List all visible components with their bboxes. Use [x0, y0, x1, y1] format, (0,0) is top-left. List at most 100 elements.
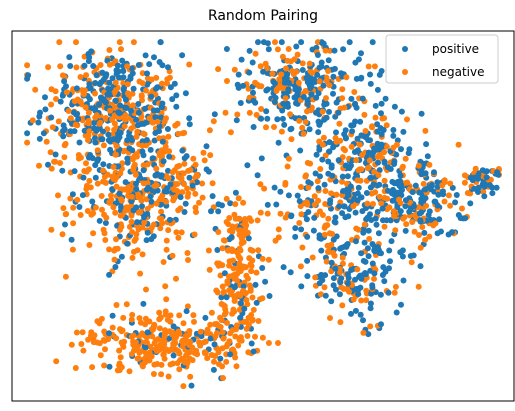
point-positive — [322, 272, 329, 279]
point-negative — [111, 89, 118, 96]
point-negative — [240, 288, 247, 295]
point-negative — [303, 199, 310, 206]
point-negative — [179, 189, 186, 196]
point-negative — [163, 237, 170, 244]
point-negative — [247, 285, 254, 292]
point-negative — [161, 333, 168, 340]
point-positive — [431, 198, 438, 205]
point-negative — [201, 157, 208, 164]
point-negative — [90, 230, 97, 237]
point-negative — [32, 86, 39, 93]
point-negative — [118, 328, 125, 335]
point-negative — [112, 209, 119, 216]
point-negative — [250, 306, 257, 313]
point-negative — [69, 246, 76, 253]
point-positive — [130, 207, 137, 214]
point-positive — [315, 129, 322, 136]
point-positive — [298, 283, 305, 290]
point-negative — [146, 115, 153, 122]
point-negative — [236, 231, 243, 238]
point-negative — [231, 271, 238, 278]
point-negative — [48, 86, 55, 93]
point-negative — [257, 63, 264, 70]
point-negative — [144, 75, 151, 82]
point-positive — [297, 147, 304, 154]
point-positive — [106, 330, 112, 337]
point-negative — [289, 68, 295, 75]
legend-label-negative: negative — [432, 65, 484, 79]
point-negative — [321, 284, 328, 291]
point-negative — [339, 95, 346, 102]
point-positive — [280, 100, 287, 107]
point-negative — [215, 229, 222, 235]
point-positive — [328, 298, 335, 305]
point-positive — [270, 78, 277, 85]
point-positive — [91, 125, 98, 132]
point-positive — [422, 186, 429, 193]
point-negative — [133, 339, 139, 346]
point-positive — [398, 192, 405, 199]
point-negative — [114, 367, 121, 374]
point-positive — [142, 52, 149, 59]
point-negative — [264, 210, 271, 217]
point-positive — [182, 90, 189, 97]
point-negative — [194, 173, 201, 179]
point-positive — [337, 245, 344, 252]
point-positive — [52, 151, 59, 158]
point-positive — [367, 174, 374, 181]
point-negative — [63, 89, 70, 96]
point-positive — [368, 290, 375, 297]
point-positive — [312, 170, 319, 177]
point-negative — [175, 130, 182, 137]
point-negative — [247, 246, 254, 253]
point-positive — [153, 114, 160, 121]
point-negative — [337, 137, 344, 144]
point-negative — [323, 258, 330, 265]
point-negative — [366, 235, 373, 242]
point-positive — [240, 283, 247, 290]
point-negative — [166, 74, 173, 81]
point-negative — [262, 60, 269, 67]
point-negative — [376, 193, 383, 200]
point-positive — [148, 93, 155, 100]
point-negative — [178, 229, 185, 236]
point-positive — [352, 209, 359, 216]
point-negative — [257, 209, 264, 216]
point-negative — [269, 70, 276, 77]
point-negative — [472, 165, 479, 172]
point-negative — [100, 226, 107, 233]
point-negative — [81, 87, 88, 94]
point-negative — [129, 254, 136, 261]
point-positive — [398, 146, 404, 153]
point-positive — [339, 173, 346, 180]
point-negative — [225, 221, 232, 228]
point-positive — [218, 294, 225, 301]
point-positive — [117, 102, 124, 109]
point-negative — [160, 345, 167, 352]
point-negative — [240, 239, 247, 245]
point-negative — [396, 196, 402, 203]
point-negative — [383, 122, 390, 129]
point-positive — [279, 115, 286, 122]
point-negative — [187, 373, 194, 380]
point-negative — [371, 275, 377, 282]
point-negative — [74, 96, 81, 103]
point-positive — [148, 198, 155, 205]
point-negative — [94, 147, 101, 154]
point-negative — [67, 115, 74, 122]
point-negative — [110, 204, 117, 211]
point-negative — [124, 81, 131, 88]
point-positive — [281, 121, 288, 128]
point-negative — [172, 340, 179, 347]
point-negative — [132, 171, 139, 178]
point-positive — [81, 127, 88, 134]
point-positive — [372, 102, 379, 109]
point-negative — [430, 222, 437, 229]
point-positive — [263, 87, 270, 94]
point-positive — [260, 39, 267, 46]
point-positive — [210, 366, 217, 373]
point-negative — [363, 290, 370, 297]
point-positive — [105, 85, 112, 92]
point-negative — [339, 302, 346, 309]
point-negative — [96, 120, 103, 127]
